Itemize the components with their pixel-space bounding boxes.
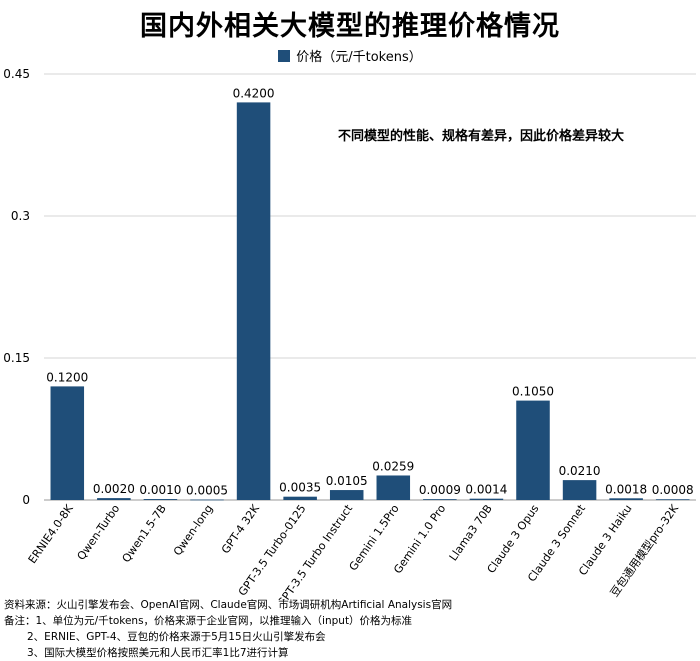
bar [516, 400, 550, 500]
chart-title: 国内外相关大模型的推理价格情况 [140, 11, 560, 42]
bar-value-label: 0.0018 [605, 482, 647, 496]
x-tick-label: GPT-4 32K [219, 502, 263, 556]
bar [50, 386, 85, 500]
bar [609, 498, 643, 500]
bar-value-label: 0.4200 [233, 86, 275, 100]
bar [423, 499, 457, 500]
bar-value-label: 0.0010 [139, 483, 181, 497]
bar [143, 499, 178, 500]
bars [50, 102, 690, 501]
note-2: 2、ERNIE、GPT-4、豆包的价格来源于5月15日火山引擎发布会 [27, 631, 326, 643]
legend-swatch [278, 50, 291, 62]
footnotes: 资料来源：火山引擎发布会、OpenAI官网、Claude官网、市场调研机构Art… [4, 597, 696, 661]
bar [562, 480, 597, 500]
bar-value-label: 0.0105 [326, 474, 368, 488]
bar-value-label: 0.0008 [652, 483, 694, 497]
x-tick-label: Gemini 1.5Pro [347, 502, 402, 573]
bar [190, 499, 224, 501]
source-note: 资料来源：火山引擎发布会、OpenAI官网、Claude官网、市场调研机构Art… [4, 599, 453, 611]
y-tick-labels: 0 0.15 0.3 0.45 [3, 67, 30, 507]
chart-annotation: 不同模型的性能、规格有差异，因此价格差异较大 [338, 128, 624, 144]
bar-value-label: 0.0009 [419, 483, 461, 497]
note-3: 3、国际大模型价格按照美元和人民币汇率1比7进行计算 [27, 647, 289, 659]
bar-value-label: 0.0259 [372, 459, 414, 473]
bar-chart: 0 0.15 0.3 0.45 0.1200 0.0020 0.0010 0.0005 0.4… [3, 67, 696, 600]
bar-value-labels: 0.1200 0.0020 0.0010 0.0005 0.4200 0.0035 0.01… [46, 86, 693, 497]
legend: 价格（元/千tokens） [0, 46, 700, 65]
note-1: 备注：1、单位为元/千tokens，价格来源于企业官网，以推理输入（input）… [4, 615, 413, 627]
x-tick-label: Qwen-Turbo [75, 502, 123, 563]
bar [97, 498, 131, 500]
legend-label: 价格（元/千tokens） [296, 50, 422, 65]
y-tick-label: 0.15 [3, 351, 30, 365]
y-tick-label: 0.3 [11, 209, 30, 223]
bar [329, 490, 364, 500]
x-tick-label: Gemini 1.0 Pro [391, 502, 448, 576]
x-tick-label: Qwen-long [171, 502, 216, 558]
bar [376, 475, 411, 500]
bar [655, 499, 690, 501]
bar-value-label: 0.1200 [46, 370, 88, 384]
bar [283, 496, 317, 500]
bar-value-label: 0.0035 [279, 481, 321, 495]
y-tick-label: 0.45 [3, 67, 30, 81]
y-tick-label: 0 [22, 493, 30, 507]
bar-value-label: 0.0014 [465, 483, 507, 497]
x-tick-label: Qwen1.5-7B [120, 502, 169, 565]
bar-value-label: 0.1050 [512, 385, 554, 399]
bar [469, 498, 504, 500]
bar-value-label: 0.0005 [186, 484, 228, 498]
bar-value-label: 0.0020 [93, 482, 135, 496]
x-tick-label: Llama3 70B [447, 502, 495, 563]
x-tick-label: ERNIE4.0-8K [26, 502, 76, 566]
bar [236, 102, 271, 501]
bar-value-label: 0.0210 [559, 464, 601, 478]
